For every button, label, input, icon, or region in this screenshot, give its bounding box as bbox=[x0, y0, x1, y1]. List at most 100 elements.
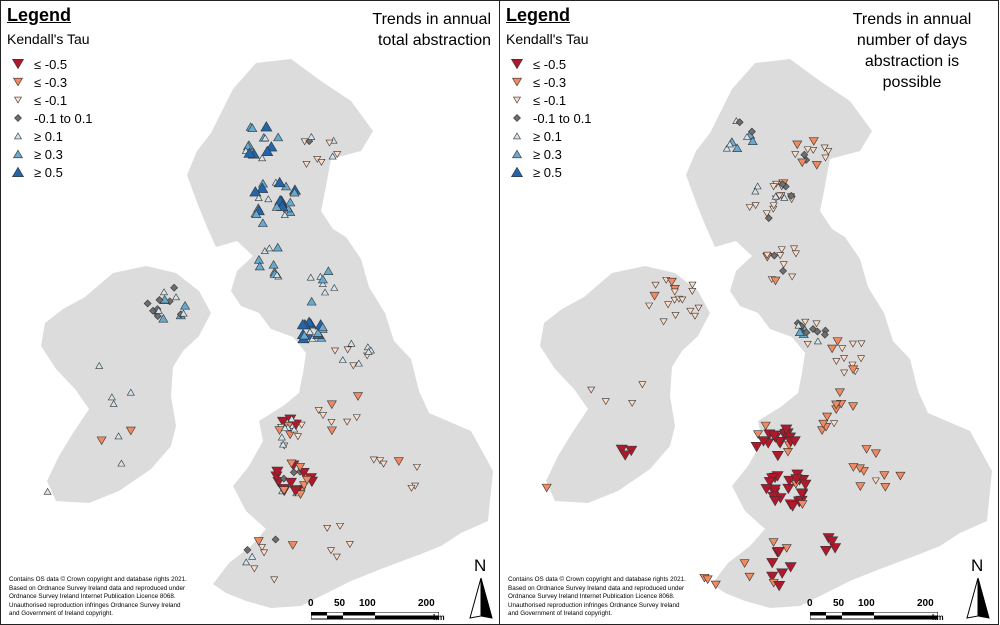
increase-trend-marker bbox=[248, 552, 257, 560]
increase-trend-marker bbox=[279, 440, 288, 448]
increase-trend-marker bbox=[330, 283, 339, 291]
scale-bar: 0 50 100 200 km bbox=[301, 598, 481, 624]
decrease-trend-marker bbox=[96, 436, 107, 446]
credit-line: Ordnance Survey Ireland Internet Publica… bbox=[508, 593, 675, 600]
north-label: N bbox=[971, 556, 984, 575]
decrease-trend-marker bbox=[826, 536, 839, 547]
decrease-trend-marker bbox=[323, 524, 332, 532]
increase-trend-marker bbox=[287, 415, 296, 422]
no-trend-marker bbox=[813, 327, 822, 336]
decrease-trend-marker bbox=[821, 154, 830, 162]
decrease-trend-marker bbox=[744, 572, 755, 582]
decrease-trend-marker bbox=[803, 146, 812, 154]
decrease-trend-marker bbox=[619, 450, 632, 461]
north-label: N bbox=[474, 556, 487, 575]
map-title-line: abstraction is bbox=[864, 53, 960, 70]
triangle-marker-icon bbox=[510, 166, 524, 177]
decrease-trend-marker bbox=[587, 386, 596, 394]
increase-trend-marker bbox=[328, 152, 337, 160]
legend-item: ≥ 0.3 bbox=[9, 145, 63, 163]
decrease-trend-marker bbox=[840, 369, 849, 377]
decrease-trend-marker bbox=[301, 476, 313, 485]
increase-trend-marker bbox=[747, 136, 758, 146]
north-arrow: N bbox=[466, 556, 496, 621]
decrease-trend-marker bbox=[822, 412, 833, 422]
legend-item-label: -0.1 to 0.1 bbox=[34, 110, 93, 126]
no-trend-marker bbox=[779, 267, 787, 275]
increase-trend-marker bbox=[249, 186, 262, 197]
increase-trend-marker bbox=[265, 244, 274, 252]
no-trend-marker bbox=[143, 299, 152, 308]
decrease-trend-marker bbox=[352, 392, 363, 401]
decrease-trend-marker bbox=[763, 251, 772, 259]
no-trend-marker bbox=[770, 251, 779, 260]
decrease-trend-marker bbox=[702, 575, 713, 585]
decrease-trend-marker bbox=[857, 340, 866, 348]
decrease-trend-marker bbox=[750, 442, 763, 453]
decrease-trend-marker bbox=[258, 544, 267, 551]
legend-item: ≤ -0.3 bbox=[9, 73, 67, 91]
decrease-trend-marker bbox=[326, 426, 337, 436]
scale-unit: km bbox=[433, 613, 445, 622]
increase-trend-marker bbox=[780, 193, 789, 201]
legend-item: ≤ -0.1 bbox=[508, 91, 566, 109]
decrease-trend-marker bbox=[333, 151, 342, 159]
decrease-trend-marker bbox=[801, 318, 810, 326]
markers-layer bbox=[43, 121, 421, 584]
scale-bar-graphic bbox=[311, 612, 439, 620]
decrease-trend-marker bbox=[766, 571, 779, 583]
increase-trend-marker bbox=[179, 309, 188, 317]
scale-unit: km bbox=[932, 613, 944, 622]
decrease-trend-marker bbox=[879, 471, 890, 480]
increase-trend-marker bbox=[512, 132, 522, 140]
increase-trend-marker bbox=[12, 149, 24, 159]
legend-title: Legend bbox=[506, 5, 571, 25]
decrease-trend-marker bbox=[819, 545, 833, 557]
north-arrow-icon bbox=[966, 578, 990, 619]
decrease-trend-marker bbox=[772, 547, 785, 558]
ireland-landmass bbox=[41, 266, 211, 503]
decrease-trend-marker bbox=[666, 277, 677, 287]
legend-item-label: ≤ -0.3 bbox=[533, 74, 567, 90]
credit-line: Based on Ordnance Survey Ireland data an… bbox=[9, 584, 186, 592]
map-panel-total-abstraction: Legend Kendall's Tau ≤ -0.5 ≤ -0.3 ≤ -0.1 -… bbox=[0, 0, 500, 625]
decrease-trend-marker bbox=[855, 482, 866, 491]
decrease-trend-marker bbox=[352, 414, 361, 422]
increase-trend-marker bbox=[306, 273, 315, 281]
decrease-trend-marker bbox=[349, 362, 358, 370]
decrease-trend-marker bbox=[13, 96, 23, 104]
decrease-trend-marker bbox=[326, 547, 336, 555]
decrease-trend-marker bbox=[670, 296, 679, 304]
decrease-trend-marker bbox=[791, 250, 800, 258]
decrease-trend-marker bbox=[279, 486, 290, 495]
decrease-trend-marker bbox=[297, 421, 306, 429]
increase-trend-marker bbox=[254, 261, 265, 271]
decrease-trend-marker bbox=[795, 488, 808, 499]
increase-trend-marker bbox=[753, 182, 762, 190]
legend-item-label: ≥ 0.5 bbox=[533, 164, 562, 180]
increase-trend-marker bbox=[313, 328, 324, 337]
triangle-marker-icon bbox=[511, 77, 523, 87]
triangle-marker-icon bbox=[512, 96, 522, 104]
decrease-trend-marker bbox=[757, 436, 770, 447]
decrease-trend-marker bbox=[638, 381, 647, 389]
legend-item: ≥ 0.3 bbox=[508, 145, 562, 163]
legend-item-label: ≤ -0.3 bbox=[34, 74, 68, 90]
decrease-trend-marker bbox=[12, 77, 24, 87]
increase-trend-marker bbox=[289, 187, 300, 197]
decrease-trend-marker bbox=[763, 477, 776, 488]
decrease-trend-marker bbox=[670, 288, 679, 296]
increase-trend-marker bbox=[338, 356, 347, 363]
scale-tick-label: 50 bbox=[334, 598, 346, 609]
triangle-marker-icon bbox=[511, 149, 523, 159]
decrease-trend-marker bbox=[848, 361, 857, 369]
decrease-trend-marker bbox=[880, 483, 891, 492]
great-britain-landmass bbox=[187, 59, 493, 608]
decrease-trend-marker bbox=[840, 355, 849, 363]
increase-trend-marker bbox=[95, 362, 104, 369]
scale-bar-graphic bbox=[810, 612, 938, 620]
decrease-trend-marker bbox=[797, 158, 808, 168]
decrease-trend-marker bbox=[299, 481, 310, 490]
copyright-credit: Contains OS data © Crown copyright and d… bbox=[9, 576, 229, 619]
decrease-trend-marker bbox=[775, 192, 784, 200]
